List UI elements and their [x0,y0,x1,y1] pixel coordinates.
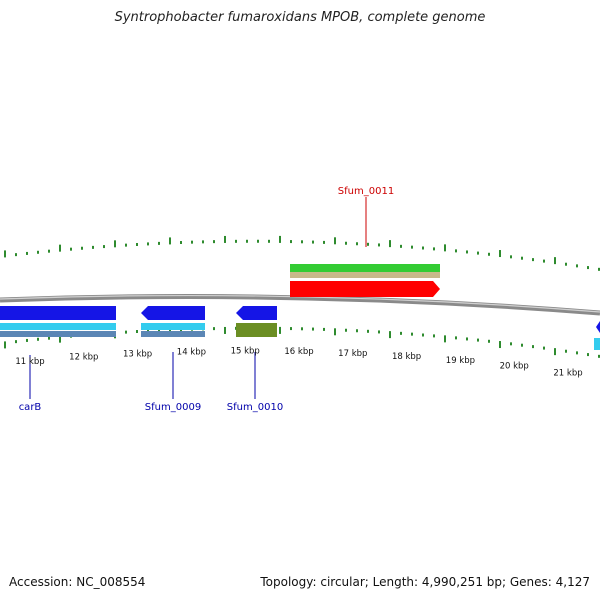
reverse-cds-arrow-sfum-0009[interactable] [141,306,205,320]
reverse-gene-bar-edge[interactable] [594,338,600,350]
scale-label: 14 kbp [177,347,206,357]
reverse-rna-bar-sfum-0009[interactable] [141,331,205,337]
reverse-cds-arrow-sfum-0010[interactable] [236,306,277,320]
scale-label: 13 kbp [123,349,152,359]
forward-cds-arrow[interactable] [290,281,440,297]
genome-summary-text: Topology: circular; Length: 4,990,251 bp… [260,575,590,589]
scale-label: 19 kbp [446,356,475,366]
scale-label: 17 kbp [338,349,367,359]
scale-labels: 11 kbp 12 kbp 13 kbp 14 kbp 15 kbp 16 kbp 17 k… [15,347,582,379]
reverse-gene-bar-carb[interactable] [0,323,116,330]
scale-label: 20 kbp [500,362,529,372]
feature-label-sfum-0010[interactable]: Sfum_0010 [227,402,283,413]
feature-label-sfum-0009[interactable]: Sfum_0009 [145,402,201,413]
scale-label: 11 kbp [15,357,44,367]
map-title: Syntrophobacter fumaroxidans MPOB, compl… [114,10,486,25]
tick-row-inner [4,326,600,358]
scale-label: 18 kbp [392,352,421,362]
forward-gene-bar[interactable] [290,264,440,272]
reverse-gene-bar-sfum-0009[interactable] [141,323,205,330]
accession-text: Accession: NC_008554 [9,575,146,589]
feature-label-sfum-0011[interactable]: Sfum_0011 [338,186,394,197]
reverse-cds-arrow-carb[interactable] [0,306,116,320]
feature-label-carb[interactable]: carB [19,402,42,413]
genome-backbone [0,294,600,316]
reverse-rna-bar-carb[interactable] [0,331,116,337]
scale-label: 16 kbp [284,347,313,357]
reverse-cds-arrow-edge[interactable] [596,321,600,333]
scale-label: 12 kbp [69,353,98,363]
scale-label: 21 kbp [553,368,582,378]
tick-row-outer [4,235,600,271]
scale-label: 15 kbp [231,347,260,357]
reverse-other-bar-sfum-0010[interactable] [236,323,277,337]
forward-rna-bar[interactable] [290,272,440,278]
